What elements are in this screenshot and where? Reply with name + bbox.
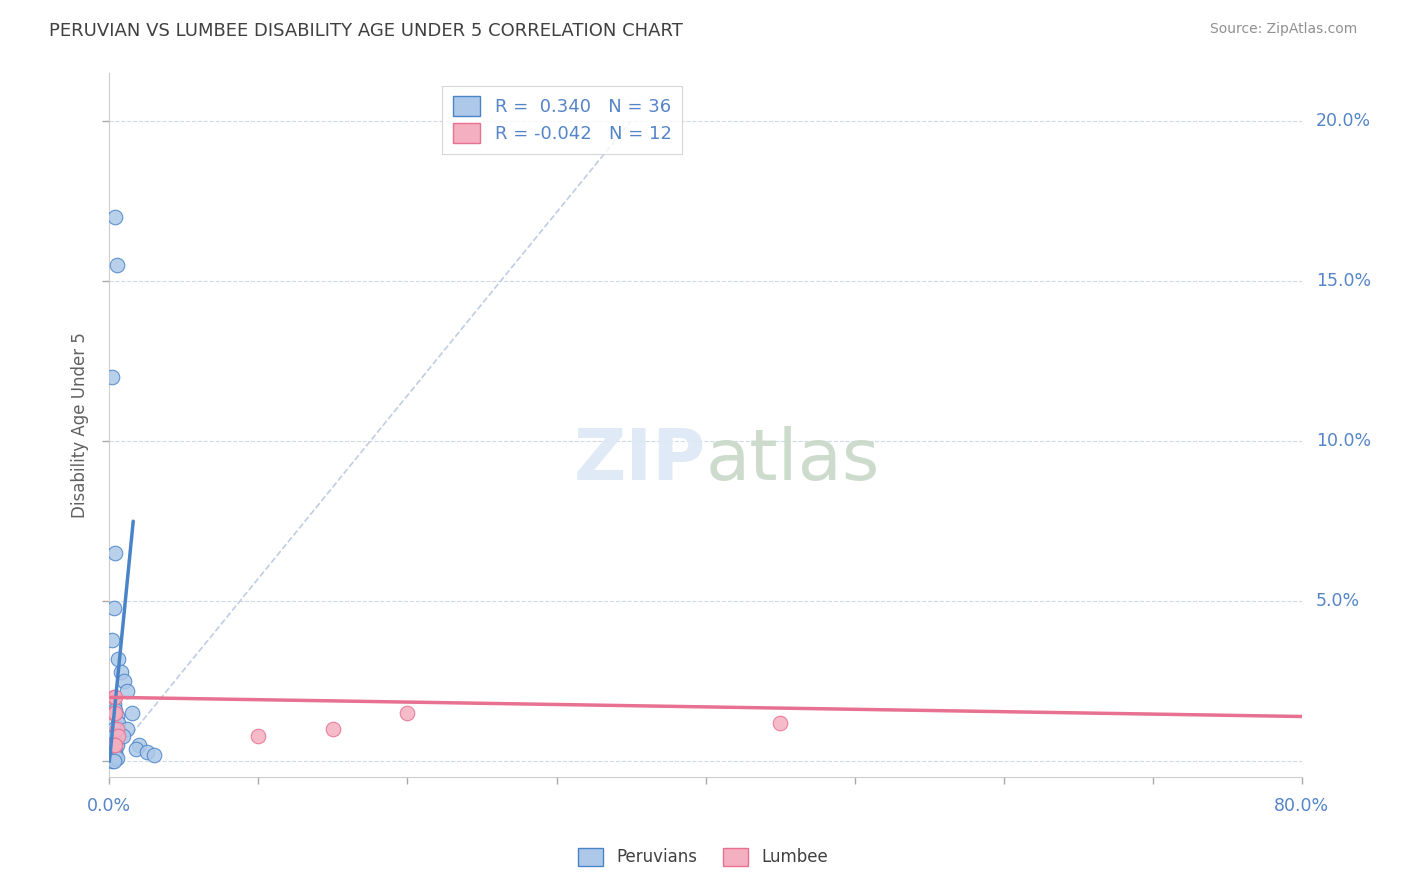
Point	[103, 729, 125, 743]
Point	[135, 745, 157, 759]
Text: Source: ZipAtlas.com: Source: ZipAtlas.com	[1209, 22, 1357, 37]
Point	[112, 674, 135, 689]
Point	[101, 370, 124, 384]
Point	[103, 697, 125, 711]
Point	[105, 751, 128, 765]
Point	[107, 729, 129, 743]
Point	[103, 751, 125, 765]
Text: 5.0%: 5.0%	[1316, 592, 1360, 610]
Point	[104, 210, 127, 224]
Point	[104, 751, 127, 765]
Point	[103, 754, 125, 768]
Point	[107, 652, 129, 666]
Legend: Peruvians, Lumbee: Peruvians, Lumbee	[572, 841, 834, 873]
Point	[104, 690, 127, 705]
Point	[103, 706, 125, 721]
Point	[101, 747, 124, 762]
Point	[101, 632, 124, 647]
Point	[769, 715, 792, 730]
Point	[104, 735, 127, 749]
Point	[110, 665, 132, 679]
Point	[121, 706, 143, 721]
Y-axis label: Disability Age Under 5: Disability Age Under 5	[72, 332, 89, 518]
Point	[103, 690, 125, 705]
Point	[111, 729, 134, 743]
Point	[104, 546, 127, 560]
Point	[396, 706, 419, 721]
Point	[101, 754, 124, 768]
Text: ZIP: ZIP	[574, 425, 706, 495]
Point	[247, 729, 270, 743]
Point	[103, 741, 125, 756]
Point	[125, 741, 148, 756]
Point	[117, 723, 139, 737]
Point	[104, 739, 127, 753]
Point	[105, 709, 128, 723]
Text: 80.0%: 80.0%	[1274, 797, 1329, 815]
Text: atlas: atlas	[706, 425, 880, 495]
Point	[128, 739, 150, 753]
Point	[322, 723, 344, 737]
Point	[103, 723, 125, 737]
Text: 0.0%: 0.0%	[87, 797, 131, 815]
Point	[104, 745, 127, 759]
Point	[143, 747, 166, 762]
Point	[105, 723, 128, 737]
Point	[103, 600, 125, 615]
Point	[117, 684, 139, 698]
Legend: R =  0.340   N = 36, R = -0.042   N = 12: R = 0.340 N = 36, R = -0.042 N = 12	[443, 86, 682, 154]
Point	[103, 751, 125, 765]
Text: PERUVIAN VS LUMBEE DISABILITY AGE UNDER 5 CORRELATION CHART: PERUVIAN VS LUMBEE DISABILITY AGE UNDER …	[49, 22, 683, 40]
Point	[105, 739, 128, 753]
Text: 15.0%: 15.0%	[1316, 272, 1371, 290]
Point	[104, 706, 127, 721]
Point	[107, 715, 129, 730]
Point	[104, 703, 127, 717]
Point	[105, 258, 128, 272]
Text: 20.0%: 20.0%	[1316, 112, 1371, 130]
Point	[103, 751, 125, 765]
Point	[104, 747, 127, 762]
Point	[103, 739, 125, 753]
Text: 10.0%: 10.0%	[1316, 432, 1371, 450]
